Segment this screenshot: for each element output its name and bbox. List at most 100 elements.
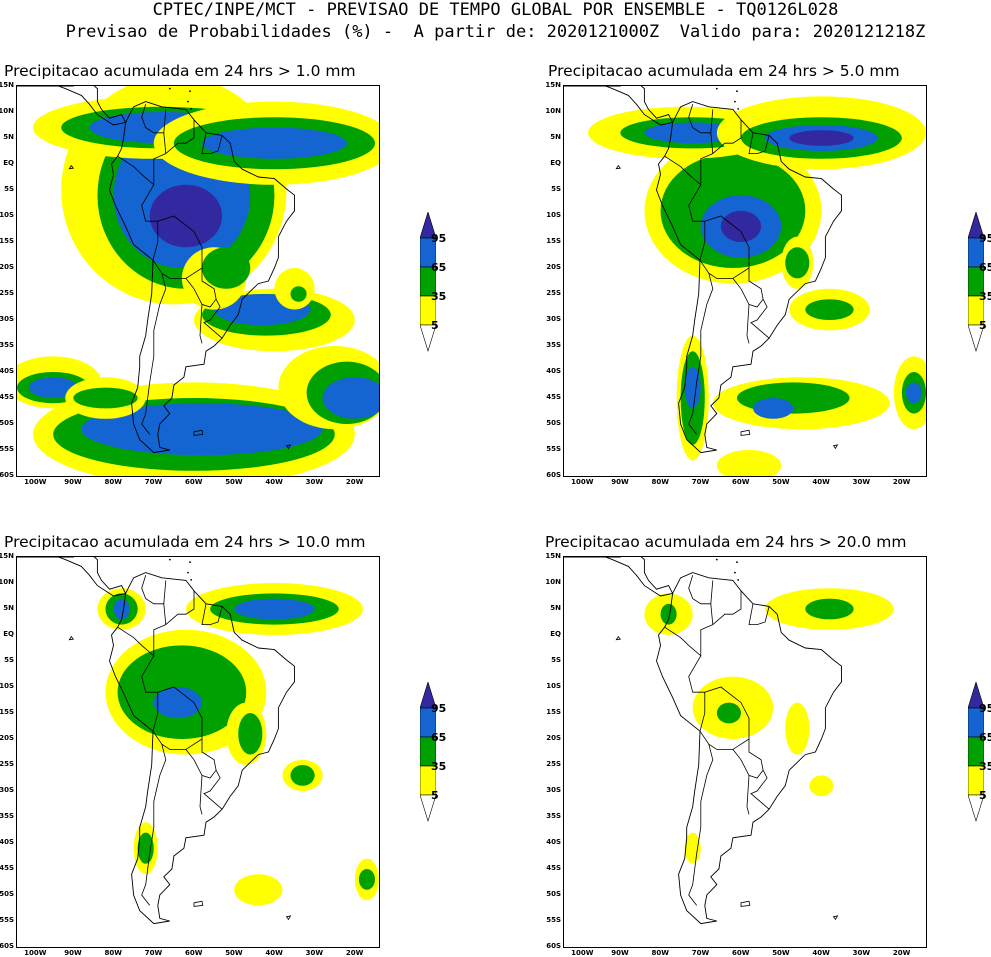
lat-tick-label: 35S — [0, 341, 14, 349]
country-border — [746, 775, 750, 815]
lon-tick-label: 60W — [731, 478, 750, 486]
coastline — [17, 557, 127, 597]
lat-tick-label: 45S — [546, 864, 561, 872]
legend-label: 65 — [979, 731, 991, 744]
coastline — [17, 86, 127, 126]
lon-tick-label: 30W — [305, 949, 324, 957]
lat-tick-label: 45S — [0, 393, 14, 401]
probability-area-p65_95 — [113, 598, 130, 620]
country-border — [141, 104, 167, 134]
header-line-1: CPTEC/INPE/MCT - PREVISAO DE TEMPO GLOBA… — [152, 0, 839, 20]
lon-tick-label: 30W — [305, 478, 324, 486]
legend-label: 5 — [979, 789, 987, 802]
lat-tick-label: 15S — [546, 237, 561, 245]
lat-tick-label: 10S — [0, 682, 14, 690]
lat-tick-label: 15N — [0, 81, 14, 89]
legend-label: 65 — [431, 731, 447, 744]
lon-tick-label: 50W — [772, 949, 790, 957]
lat-tick-label: 15S — [0, 708, 14, 716]
lat-tick-label: 10S — [546, 682, 561, 690]
lat-tick-label: 55S — [546, 445, 561, 453]
probability-area-p65_95 — [234, 598, 315, 620]
country-border — [201, 132, 223, 154]
lon-tick-label: 60W — [184, 949, 203, 957]
probability-area-p95_100 — [720, 210, 762, 242]
country-border — [199, 304, 203, 344]
lat-tick-label: 10N — [545, 107, 561, 115]
panel-1-legend — [419, 210, 437, 353]
country-border — [688, 575, 714, 605]
probability-area-p5_35 — [809, 775, 834, 797]
legend-swatch-below-5 — [419, 324, 437, 353]
country-border — [688, 655, 706, 732]
lat-tick-label: 35S — [546, 341, 561, 349]
lat-tick-label: 30S — [0, 315, 14, 323]
probability-area-p35_65 — [73, 387, 138, 409]
lon-tick-label: 40W — [265, 478, 283, 486]
lon-tick-label: 20W — [892, 949, 911, 957]
probability-area-p65_95 — [753, 398, 794, 419]
lon-tick-label: 80W — [651, 949, 669, 957]
country-border — [732, 268, 764, 308]
legend-swatch-below-5 — [967, 794, 985, 823]
probability-area-p65_95 — [905, 382, 922, 404]
lon-tick-label: 40W — [812, 949, 830, 957]
probability-area-p35_65 — [785, 247, 810, 279]
country-border — [199, 775, 203, 815]
lat-tick-label: EQ — [550, 159, 561, 167]
country-border — [688, 184, 706, 261]
lat-tick-label: 50S — [546, 419, 561, 427]
island — [740, 900, 751, 907]
probability-area-p65_95 — [684, 366, 701, 409]
header-line-2: Previsao de Probabilidades (%) - A parti… — [65, 22, 926, 42]
lat-tick-label: 5N — [3, 604, 14, 612]
island-dot — [189, 561, 191, 564]
country-border — [748, 132, 770, 154]
lat-tick-label: 20S — [0, 263, 14, 271]
map-canvas — [17, 557, 379, 925]
probability-area-p35_65 — [805, 299, 854, 320]
lat-tick-label: 15N — [0, 552, 14, 560]
coastline — [564, 86, 674, 126]
lat-tick-label: 5S — [4, 656, 14, 664]
island-dot — [737, 107, 740, 110]
probability-area-p65_95 — [202, 127, 347, 159]
probability-area-p95_100 — [789, 130, 854, 146]
panel-2-title: Precipitacao acumulada em 24 hrs > 5.0 m… — [548, 62, 900, 80]
probability-area-p35_65 — [716, 702, 741, 724]
island-dot — [168, 87, 171, 90]
probability-area-p5_35 — [785, 702, 810, 755]
country-border — [203, 299, 223, 339]
lat-tick-label: 50S — [0, 890, 14, 898]
panel-2-legend — [967, 210, 985, 353]
country-border — [750, 299, 770, 339]
lat-tick-label: 30S — [0, 786, 14, 794]
legend-label: 35 — [431, 290, 447, 303]
lon-tick-label: 20W — [345, 949, 364, 957]
lat-tick-label: EQ — [3, 630, 14, 638]
lat-tick-label: 55S — [0, 445, 14, 453]
island — [615, 635, 622, 641]
lat-tick-label: 50S — [0, 419, 14, 427]
island — [68, 635, 75, 641]
country-border — [746, 304, 750, 344]
island — [285, 915, 292, 921]
lat-tick-label: 40S — [0, 367, 14, 375]
country-border — [712, 119, 742, 154]
lat-tick-label: 10S — [0, 211, 14, 219]
panel-3-legend — [419, 680, 437, 823]
country-border — [165, 590, 195, 625]
lat-tick-label: 60S — [546, 942, 561, 950]
lat-tick-label: 55S — [0, 916, 14, 924]
island — [832, 444, 839, 450]
lat-tick-label: 60S — [546, 471, 561, 479]
coastline — [656, 572, 842, 925]
lat-tick-label: 25S — [546, 289, 561, 297]
lat-tick-label: 45S — [0, 864, 14, 872]
island — [740, 429, 751, 436]
country-border — [141, 575, 167, 605]
lon-tick-label: 90W — [611, 478, 629, 486]
legend-label: 65 — [431, 261, 447, 274]
probability-area-p35_65 — [290, 765, 315, 786]
country-border — [165, 119, 195, 154]
